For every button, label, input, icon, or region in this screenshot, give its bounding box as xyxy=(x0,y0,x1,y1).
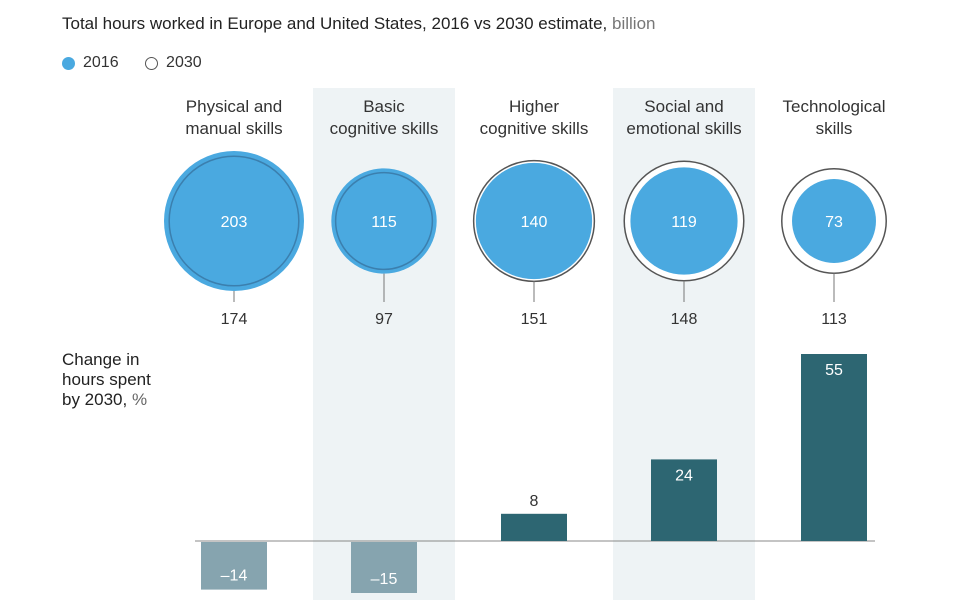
bubble-2030-outline xyxy=(334,171,434,271)
bubble-value-2016: 140 xyxy=(521,214,548,231)
bubble-value-2030: 113 xyxy=(821,311,847,328)
bar xyxy=(201,542,267,590)
bubble-value-2016: 115 xyxy=(371,214,397,231)
category-label: skills xyxy=(816,119,853,138)
bubble-value-2030: 174 xyxy=(221,311,248,328)
bar xyxy=(651,459,717,541)
bar-section-label-line1: Change in xyxy=(62,350,140,369)
bubble-value-2030: 97 xyxy=(375,311,393,328)
bar xyxy=(801,354,867,541)
category-label: Technological xyxy=(782,97,885,116)
bar-section-label-line3-main: by 2030, xyxy=(62,390,128,409)
chart-title-main: Total hours worked in Europe and United … xyxy=(62,14,608,33)
bubble-value-2016: 73 xyxy=(825,214,843,231)
legend-swatch-2016 xyxy=(62,56,75,70)
legend-label-2016: 2016 xyxy=(83,54,119,71)
bar-section-label-line3: by 2030, % xyxy=(62,390,202,410)
category-label: cognitive skills xyxy=(480,119,589,138)
bubble-value-2030: 148 xyxy=(671,311,698,328)
bubble-2016 xyxy=(630,167,738,275)
category-label: cognitive skills xyxy=(330,119,439,138)
chart-title: Total hours worked in Europe and United … xyxy=(62,14,655,34)
bubble-value-2016: 119 xyxy=(671,214,697,231)
legend-label-2030: 2030 xyxy=(166,54,202,71)
category-label: manual skills xyxy=(185,119,282,138)
legend: 2016 2030 xyxy=(62,54,224,75)
bar-value-label: 8 xyxy=(530,493,539,510)
category-label: Physical and xyxy=(186,97,282,116)
bar-section-label-unit: % xyxy=(127,390,148,409)
bar xyxy=(501,513,567,541)
bar-section-label-line2: hours spent xyxy=(62,370,151,389)
category-label: Basic xyxy=(363,97,405,116)
legend-item-2016: 2016 xyxy=(62,54,119,72)
bar-value-label: –14 xyxy=(221,568,248,585)
chart-title-unit: billion xyxy=(607,14,656,33)
bar-value-label: 24 xyxy=(675,467,693,484)
column-shade xyxy=(313,88,455,600)
category-label: emotional skills xyxy=(626,119,741,138)
bubble-2030-outline xyxy=(168,155,300,287)
bar xyxy=(351,542,417,593)
legend-item-2030: 2030 xyxy=(145,54,202,72)
bubble-2016 xyxy=(164,151,304,291)
bar-section-label: Change in hours spent by 2030, % xyxy=(62,350,202,410)
bar-value-label: 55 xyxy=(825,362,843,379)
bubble-2016 xyxy=(792,179,876,263)
bubble-value-2016: 203 xyxy=(221,214,248,231)
bubble-2016 xyxy=(475,162,593,280)
bar-value-label: –15 xyxy=(371,571,398,588)
bubble-2016 xyxy=(331,168,437,274)
category-label: Social and xyxy=(644,97,723,116)
legend-swatch-2030 xyxy=(145,56,159,70)
bubble-value-2030: 151 xyxy=(521,311,548,328)
category-label: Higher xyxy=(509,97,559,116)
